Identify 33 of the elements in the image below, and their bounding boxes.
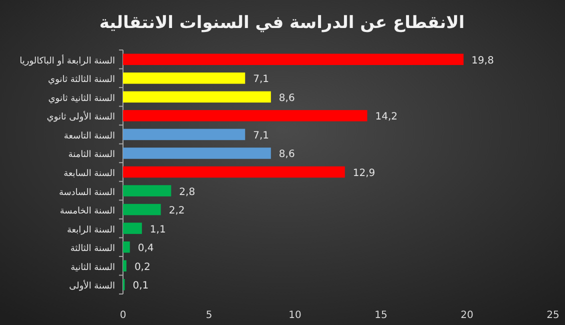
data-label: 1,1: [150, 224, 166, 236]
y-tick-label: السنة الثامنة: [68, 150, 115, 160]
x-tick-label: 0: [120, 310, 126, 321]
x-tick-label: 5: [206, 310, 212, 321]
data-label: 2,8: [179, 186, 196, 198]
y-tick-label: السنة الخامسة: [60, 206, 115, 217]
data-label: 0,2: [134, 262, 150, 273]
y-tick-label: السنة التاسعة: [64, 131, 115, 142]
data-label: 12,9: [352, 168, 376, 179]
y-tick-label: السنة الثانية: [70, 262, 115, 273]
title: الانقطاع عن الدراسة في السنوات الانتقالية: [99, 13, 465, 33]
x-tick-label: 25: [546, 310, 560, 321]
data-label: 2,2: [168, 206, 185, 217]
y-tick-label: السنة الأولى: [69, 280, 115, 292]
y-tick-label: السنة الرابعة أو الباكالوريا: [20, 54, 115, 66]
y-tick-label: السنة الرابعة: [66, 225, 115, 236]
data-label: 0,4: [138, 243, 154, 254]
data-label: 0,1: [132, 280, 149, 292]
x-tick-label: 15: [374, 310, 388, 321]
y-tick-label: السنة السابعة: [64, 169, 115, 179]
y-tick-label: السنة الأولى ثانوي: [46, 110, 115, 123]
data-label: 8,6: [278, 149, 295, 160]
data-label: 19,8: [472, 55, 494, 66]
y-tick-label: السنة الثانية ثانوي: [48, 94, 115, 104]
y-tick-label: السنة الثالثة: [70, 244, 115, 254]
data-label: 8,6: [278, 92, 295, 104]
data-label: 7,1: [253, 130, 270, 142]
data-label: 7,1: [253, 74, 270, 86]
data-label: 14,2: [375, 112, 398, 123]
y-tick-label: السنة الثالثة ثانوي: [48, 75, 115, 86]
x-tick-label: 10: [288, 310, 302, 321]
y-tick-label: السنة السادسة: [58, 188, 115, 198]
x-tick-label: 20: [460, 310, 474, 321]
